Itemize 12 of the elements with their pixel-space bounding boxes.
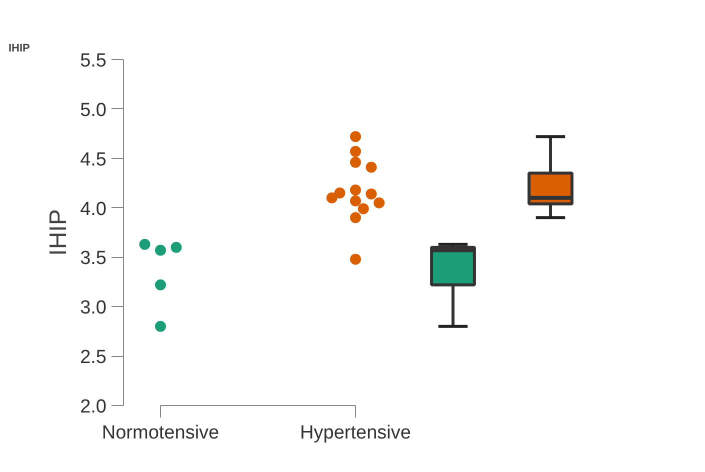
text: IHIP [45,209,72,256]
y-tick-label: 4.0 [80,198,107,220]
y-tick-label: 5.5 [80,50,107,72]
x-tick-label: Normotensive [102,422,220,444]
y-tick-label: 3.0 [80,298,107,319]
y-tick-label: 2.5 [80,347,107,368]
y-axis-title: IHIP [8,42,30,54]
y-tick-label: 4.5 [80,149,107,170]
y-tick-label: 2.0 [80,396,107,418]
y-tick-label: 5.0 [80,100,107,121]
y-tick-label: 3.5 [80,248,107,270]
x-tick-label: Hypertensive [300,422,411,444]
